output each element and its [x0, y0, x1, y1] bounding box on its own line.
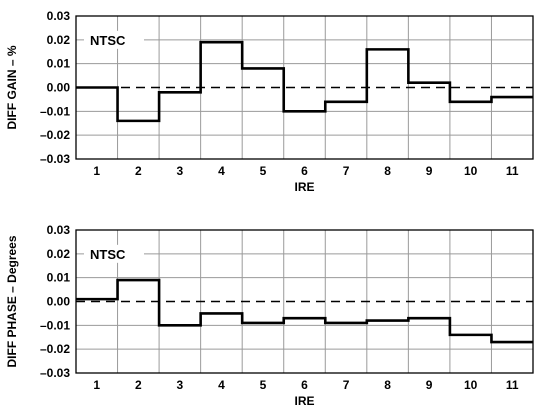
x-tick-label: 6: [301, 164, 308, 178]
x-tick-label: 4: [218, 164, 225, 178]
x-tick-label: 4: [218, 378, 225, 392]
x-tick-label: 3: [177, 378, 184, 392]
series-step-line: [76, 40, 533, 123]
y-tick-label: 0.02: [47, 247, 71, 261]
annotation-label: NTSC: [90, 33, 126, 48]
x-tick-label: 8: [384, 378, 391, 392]
x-tick-label: 10: [464, 164, 478, 178]
x-tick-label: 7: [343, 164, 350, 178]
x-tick-label: 2: [135, 378, 142, 392]
x-tick-label: 1: [93, 378, 100, 392]
y-tick-label: –0.03: [40, 366, 70, 380]
annotation-background: [84, 30, 144, 49]
y-tick-label: –0.03: [40, 152, 70, 166]
y-tick-label: 0.00: [47, 295, 71, 309]
annotation-label: NTSC: [90, 247, 126, 262]
y-axis-label: DIFF PHASE – Degrees: [5, 235, 19, 367]
y-tick-label: 0.01: [47, 271, 71, 285]
x-axis-label: IRE: [294, 180, 314, 194]
y-tick-label: –0.02: [40, 342, 70, 356]
chart-panel-2: 0.03 0.02 0.01 0.00 –0.01 –0.02 –0.03 1 2 3 4 5 6 7 8 9…: [5, 223, 534, 408]
x-tick-label: 5: [260, 378, 267, 392]
x-tick-label: 5: [260, 164, 267, 178]
series: [76, 278, 533, 344]
y-tick-label: 0.03: [47, 223, 71, 237]
series: [76, 40, 533, 123]
x-tick-label: 6: [301, 378, 308, 392]
y-tick-label: –0.02: [40, 128, 70, 142]
x-tick-label: 10: [464, 378, 478, 392]
y-axis-label: DIFF GAIN – %: [5, 45, 19, 129]
y-tick-label: 0.00: [47, 81, 71, 95]
x-tick-label: 1: [93, 164, 100, 178]
chart-panel-1: 0.03 0.02 0.01 0.00 –0.01 –0.02 –0.03 1 2 3 4 5 6 7 8 9…: [5, 9, 534, 194]
series-step-line: [76, 278, 533, 344]
x-tick-label: 11: [506, 378, 519, 392]
y-tick-label: 0.01: [47, 57, 71, 71]
y-tick-label: 0.03: [47, 9, 71, 23]
x-tick-label: 11: [506, 164, 519, 178]
y-tick-label: 0.02: [47, 33, 71, 47]
y-tick-label: –0.01: [40, 318, 70, 332]
annotation-background: [84, 244, 144, 263]
y-tick-label: –0.01: [40, 104, 70, 118]
x-tick-label: 9: [426, 378, 433, 392]
x-tick-label: 3: [177, 164, 184, 178]
x-axis-label: IRE: [294, 394, 314, 408]
x-tick-label: 2: [135, 164, 142, 178]
x-tick-label: 8: [384, 164, 391, 178]
x-tick-label: 9: [426, 164, 433, 178]
x-tick-label: 7: [343, 378, 350, 392]
